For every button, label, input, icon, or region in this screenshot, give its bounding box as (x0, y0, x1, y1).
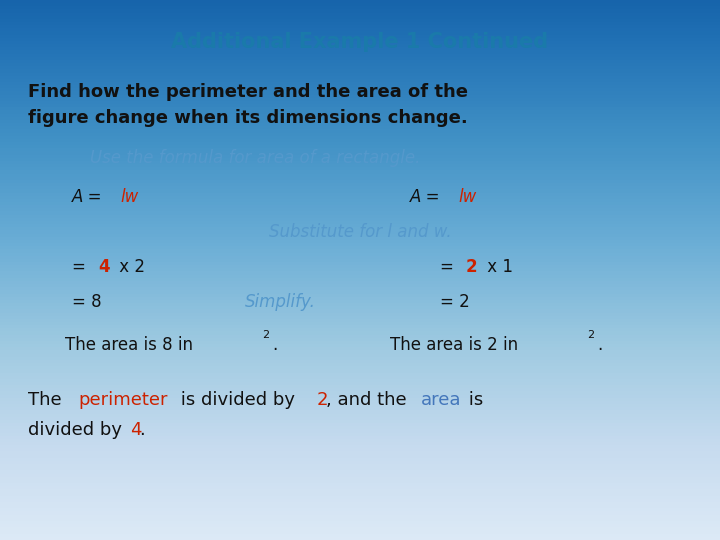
Text: x 2: x 2 (114, 258, 145, 276)
Text: A =: A = (410, 188, 446, 206)
Text: 4: 4 (98, 258, 109, 276)
Text: divided by: divided by (28, 421, 127, 439)
Text: 2: 2 (466, 258, 477, 276)
Text: lw: lw (120, 188, 138, 206)
Text: x 1: x 1 (482, 258, 513, 276)
Text: = 8: = 8 (72, 293, 102, 311)
Text: Additional Example 1 Continued: Additional Example 1 Continued (171, 32, 549, 52)
Text: lw: lw (458, 188, 476, 206)
Text: , and the: , and the (326, 391, 413, 409)
Text: Find how the perimeter and the area of the: Find how the perimeter and the area of t… (28, 83, 468, 101)
Text: The area is 2 in: The area is 2 in (390, 336, 518, 354)
Text: 2: 2 (262, 330, 269, 340)
Text: Substitute for l and w.: Substitute for l and w. (269, 223, 451, 241)
Text: is divided by: is divided by (175, 391, 301, 409)
Text: 2: 2 (587, 330, 594, 340)
Text: figure change when its dimensions change.: figure change when its dimensions change… (28, 109, 468, 127)
Text: A =: A = (72, 188, 108, 206)
Text: area: area (421, 391, 462, 409)
Text: The area is 8 in: The area is 8 in (65, 336, 193, 354)
Text: = 2: = 2 (440, 293, 469, 311)
Text: .: . (272, 336, 277, 354)
Text: 4: 4 (130, 421, 142, 439)
Text: perimeter: perimeter (78, 391, 168, 409)
Text: .: . (139, 421, 145, 439)
Text: =: = (72, 258, 91, 276)
Text: Simplify.: Simplify. (245, 293, 315, 311)
Text: Use the formula for area of a rectangle.: Use the formula for area of a rectangle. (90, 149, 420, 167)
Text: 2: 2 (317, 391, 328, 409)
Text: .: . (597, 336, 602, 354)
Text: The: The (28, 391, 68, 409)
Text: =: = (440, 258, 459, 276)
Text: is: is (463, 391, 483, 409)
